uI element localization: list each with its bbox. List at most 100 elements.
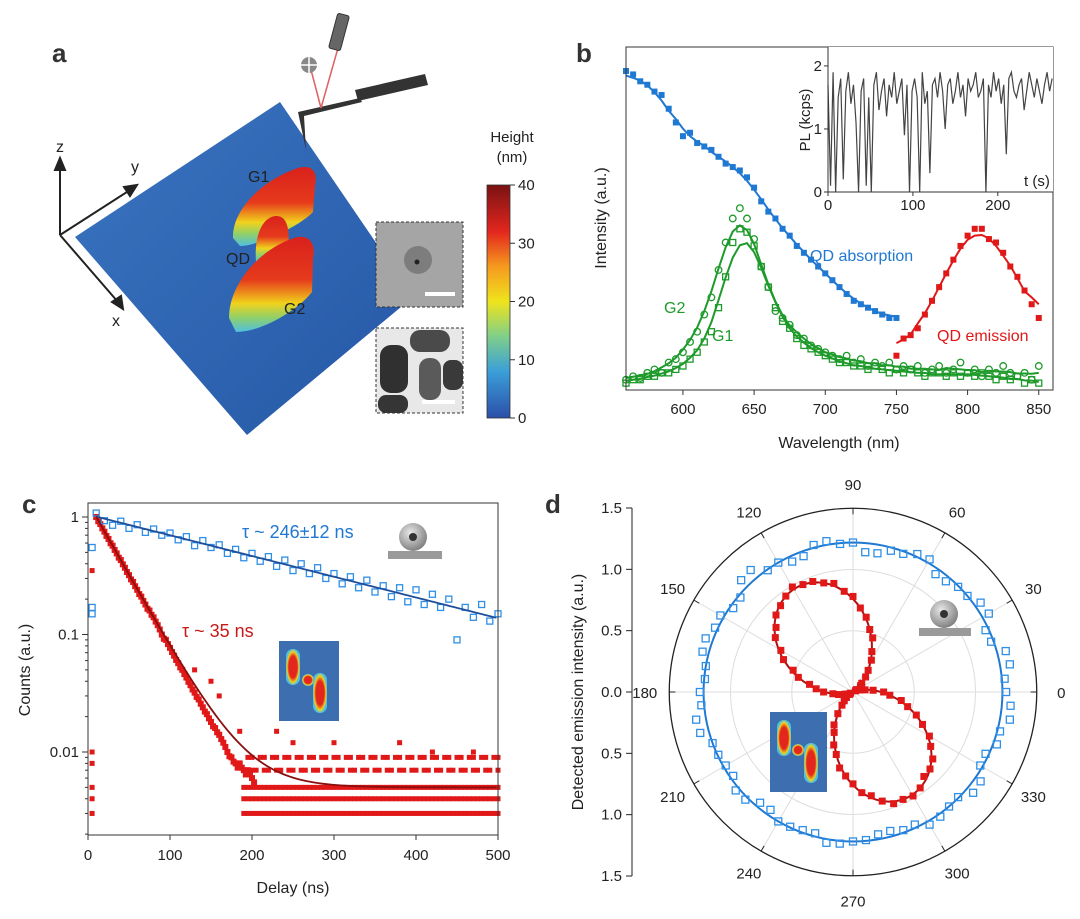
- data-point: [971, 225, 978, 232]
- data-point: [89, 784, 95, 790]
- data-point: [421, 796, 427, 802]
- r-tick-label: 1.5: [601, 500, 622, 517]
- data-point: [454, 810, 460, 816]
- data-point: [311, 754, 316, 760]
- data-point: [926, 765, 934, 773]
- data-point: [282, 784, 288, 790]
- b-x-axis-label: Wavelength (nm): [778, 435, 899, 452]
- data-point: [864, 365, 872, 374]
- data-point: [786, 324, 794, 332]
- data-point: [298, 810, 304, 816]
- data-point: [401, 796, 407, 802]
- data-point: [360, 810, 366, 816]
- data-point: [347, 796, 353, 802]
- data-point: [454, 796, 460, 802]
- data-point: [181, 671, 188, 678]
- data-point: [466, 754, 472, 760]
- tau-gap-annotation: τ ~ 35 ns: [182, 621, 254, 641]
- data-point: [286, 767, 292, 773]
- data-point: [737, 576, 746, 585]
- fit-line-gap: [95, 516, 497, 789]
- data-point: [956, 372, 965, 380]
- data-point: [470, 749, 476, 755]
- data-point: [878, 797, 886, 805]
- data-point: [728, 214, 737, 223]
- inset-x-tick-label: 200: [985, 197, 1010, 214]
- data-point: [458, 796, 464, 802]
- data-point: [397, 796, 403, 802]
- data-point: [1006, 376, 1014, 384]
- label-g1: G1: [712, 328, 733, 345]
- data-point: [491, 754, 497, 760]
- data-point: [405, 754, 411, 760]
- data-point: [736, 225, 744, 233]
- data-point: [757, 262, 765, 271]
- data-point: [261, 767, 267, 773]
- colorbar-tick-label: 30: [518, 235, 535, 252]
- data-point: [438, 796, 444, 802]
- data-point: [302, 784, 308, 790]
- gold-nanorod-g2: [229, 236, 314, 332]
- data-point: [327, 796, 333, 802]
- data-point: [479, 754, 485, 760]
- y-tick-label: 1: [71, 509, 79, 526]
- data-point: [356, 754, 362, 760]
- data-point: [985, 236, 992, 243]
- data-point: [436, 603, 445, 612]
- data-point: [741, 795, 750, 804]
- c-plot-frame: [87, 502, 499, 836]
- data-point: [372, 754, 378, 760]
- data-point: [363, 576, 371, 584]
- data-point: [664, 358, 673, 367]
- data-point: [302, 810, 308, 816]
- angle-tick-label: 180: [632, 685, 657, 702]
- data-point: [253, 767, 259, 773]
- data-point: [421, 767, 427, 773]
- data-point: [393, 754, 398, 760]
- data-point: [470, 754, 476, 760]
- angle-tick: [941, 532, 946, 539]
- data-point: [220, 739, 227, 746]
- data-point: [450, 796, 456, 802]
- data-point: [372, 796, 378, 802]
- data-point: [807, 345, 815, 353]
- data-point: [843, 290, 850, 297]
- data-point: [364, 810, 370, 816]
- data-point: [956, 358, 965, 367]
- data-point: [758, 198, 765, 205]
- data-point: [899, 825, 908, 835]
- data-point: [319, 754, 325, 760]
- data-point: [1005, 715, 1014, 724]
- data-point: [858, 789, 866, 797]
- data-point: [404, 598, 412, 606]
- angle-tick: [693, 780, 700, 785]
- data-point: [822, 537, 831, 546]
- data-point: [306, 796, 312, 802]
- data-point: [222, 743, 229, 750]
- data-point: [265, 767, 271, 773]
- x-tick-label: 200: [239, 847, 264, 864]
- data-point: [957, 242, 964, 249]
- data-point: [873, 549, 882, 558]
- data-point: [1028, 301, 1035, 308]
- data-point: [339, 796, 345, 802]
- data-point: [371, 588, 379, 596]
- data-point: [765, 208, 772, 215]
- data-point: [249, 796, 255, 802]
- data-point: [167, 644, 173, 651]
- angle-tick-label: 330: [1021, 789, 1046, 806]
- data-point: [347, 810, 353, 816]
- data-point: [409, 810, 415, 816]
- data-point: [92, 509, 100, 517]
- r-tick-label: 1.0: [601, 807, 622, 824]
- data-point: [454, 754, 460, 760]
- data-point: [840, 697, 848, 705]
- data-point: [223, 549, 232, 558]
- data-point: [347, 754, 353, 760]
- data-point: [261, 810, 267, 816]
- inset-x-axis-label: t (s): [1024, 173, 1050, 190]
- colorbar-title: Height: [490, 129, 534, 146]
- data-point: [158, 631, 165, 638]
- data-point: [306, 784, 312, 790]
- data-point: [777, 646, 785, 654]
